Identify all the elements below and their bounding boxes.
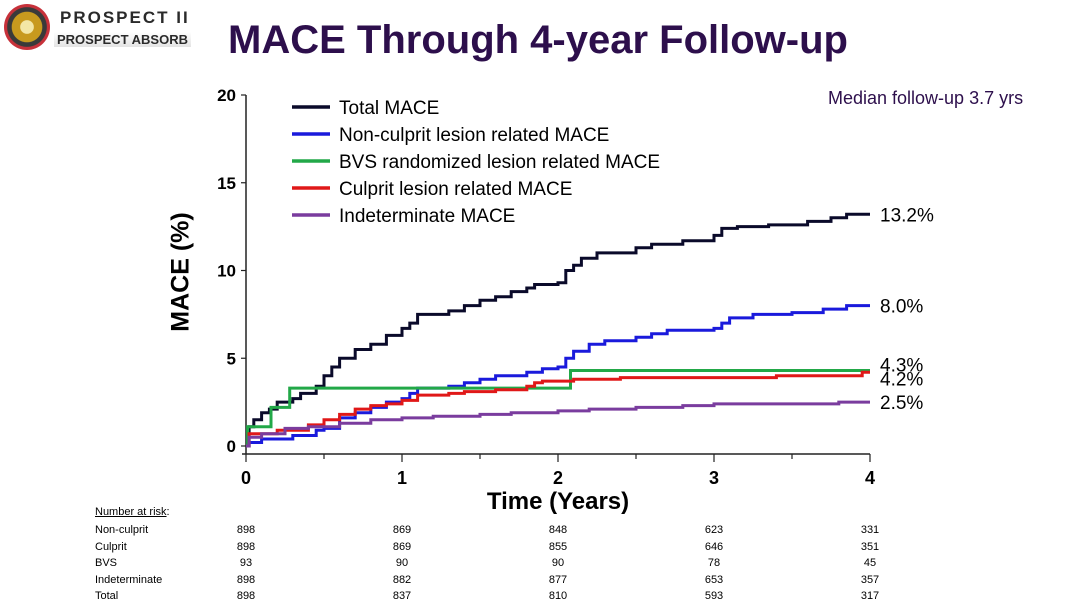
series-end-label-1: 8.0%: [880, 297, 923, 318]
risk-cell: 869: [392, 524, 412, 536]
risk-cell: 357: [860, 573, 880, 586]
risk-cell: 898: [236, 540, 256, 553]
x-tick-label-1: 1: [397, 468, 407, 488]
prospect-logo: PROSPECT II PROSPECT ABSORB: [4, 4, 196, 52]
x-tick-label-0: 0: [241, 468, 251, 488]
legend-label-2: BVS randomized lesion related MACE: [339, 152, 660, 173]
y-tick-label-0: 0: [227, 437, 236, 456]
risk-cell: 877: [548, 573, 568, 586]
risk-row-label: Indeterminate: [95, 573, 163, 586]
x-tick-label-3: 3: [709, 468, 719, 488]
risk-cell: 331: [860, 524, 880, 536]
risk-cell: 848: [548, 524, 568, 536]
prospect-emblem-icon: [4, 4, 50, 50]
risk-cell: 837: [392, 590, 412, 603]
series-line-4: [246, 400, 870, 448]
risk-cell: 646: [704, 540, 724, 553]
risk-row-label: BVS: [95, 557, 118, 570]
risk-cell: 90: [551, 557, 565, 570]
risk-row: Total 898 837 810 593 317: [0, 590, 1080, 606]
risk-row: Indeterminate 898 882 877 653 357: [0, 574, 1080, 590]
series-line-0: [246, 212, 870, 448]
risk-row: Non-culprit 898 869 848 623 331: [0, 524, 1080, 540]
y-tick-label-5: 5: [227, 349, 236, 368]
logo-line-2: PROSPECT ABSORB: [54, 32, 191, 47]
risk-row-label: Culprit: [95, 540, 127, 553]
risk-cell: 593: [704, 590, 724, 603]
x-tick-label-2: 2: [553, 468, 563, 488]
risk-cell: 898: [236, 573, 256, 586]
y-tick-label-10: 10: [217, 262, 236, 281]
slide-title: MACE Through 4-year Follow-up: [228, 18, 848, 62]
x-axis-label: Time (Years): [486, 488, 630, 515]
number-at-risk-title: Number at risk:: [95, 506, 170, 518]
series-end-label-0: 13.2%: [880, 205, 934, 226]
risk-cell: 898: [236, 590, 256, 603]
series-line-3: [246, 370, 870, 448]
risk-cell: 90: [395, 557, 409, 570]
risk-cell: 623: [704, 524, 724, 536]
risk-row: Culprit 898 869 855 646 351: [0, 541, 1080, 557]
x-tick-label-4: 4: [865, 468, 875, 488]
legend-label-1: Non-culprit lesion related MACE: [339, 125, 609, 146]
risk-cell: 351: [860, 540, 880, 553]
logo-line-1: PROSPECT II: [60, 8, 190, 27]
risk-cell: 855: [548, 540, 568, 553]
y-tick-label-15: 15: [217, 174, 236, 193]
risk-cell: 78: [707, 557, 721, 570]
series-end-label-2: 4.3%: [880, 356, 923, 377]
y-tick-label-20: 20: [217, 86, 236, 105]
legend-label-4: Indeterminate MACE: [339, 206, 515, 227]
risk-cell: 45: [863, 557, 877, 570]
risk-cell: 810: [548, 590, 568, 603]
risk-cell: 869: [392, 540, 412, 553]
risk-cell: 317: [860, 590, 880, 603]
risk-cell: 93: [239, 557, 253, 570]
risk-cell: 898: [236, 524, 256, 536]
legend-label-0: Total MACE: [339, 98, 439, 119]
y-axis-label: MACE (%): [166, 212, 195, 332]
series-end-label-3: 4.2%: [880, 369, 923, 390]
number-at-risk-title-text: Number at risk: [95, 506, 167, 518]
risk-cell: 882: [392, 573, 412, 586]
risk-row: BVS 93 90 90 78 45: [0, 557, 1080, 573]
risk-cell: 653: [704, 573, 724, 586]
median-followup-note: Median follow-up 3.7 yrs: [828, 88, 1024, 108]
risk-row-label: Non-culprit: [95, 524, 149, 536]
series-end-label-4: 2.5%: [880, 393, 923, 414]
series-line-2: [246, 369, 870, 448]
legend-label-3: Culprit lesion related MACE: [339, 179, 572, 200]
risk-row-label: Total: [95, 590, 119, 603]
